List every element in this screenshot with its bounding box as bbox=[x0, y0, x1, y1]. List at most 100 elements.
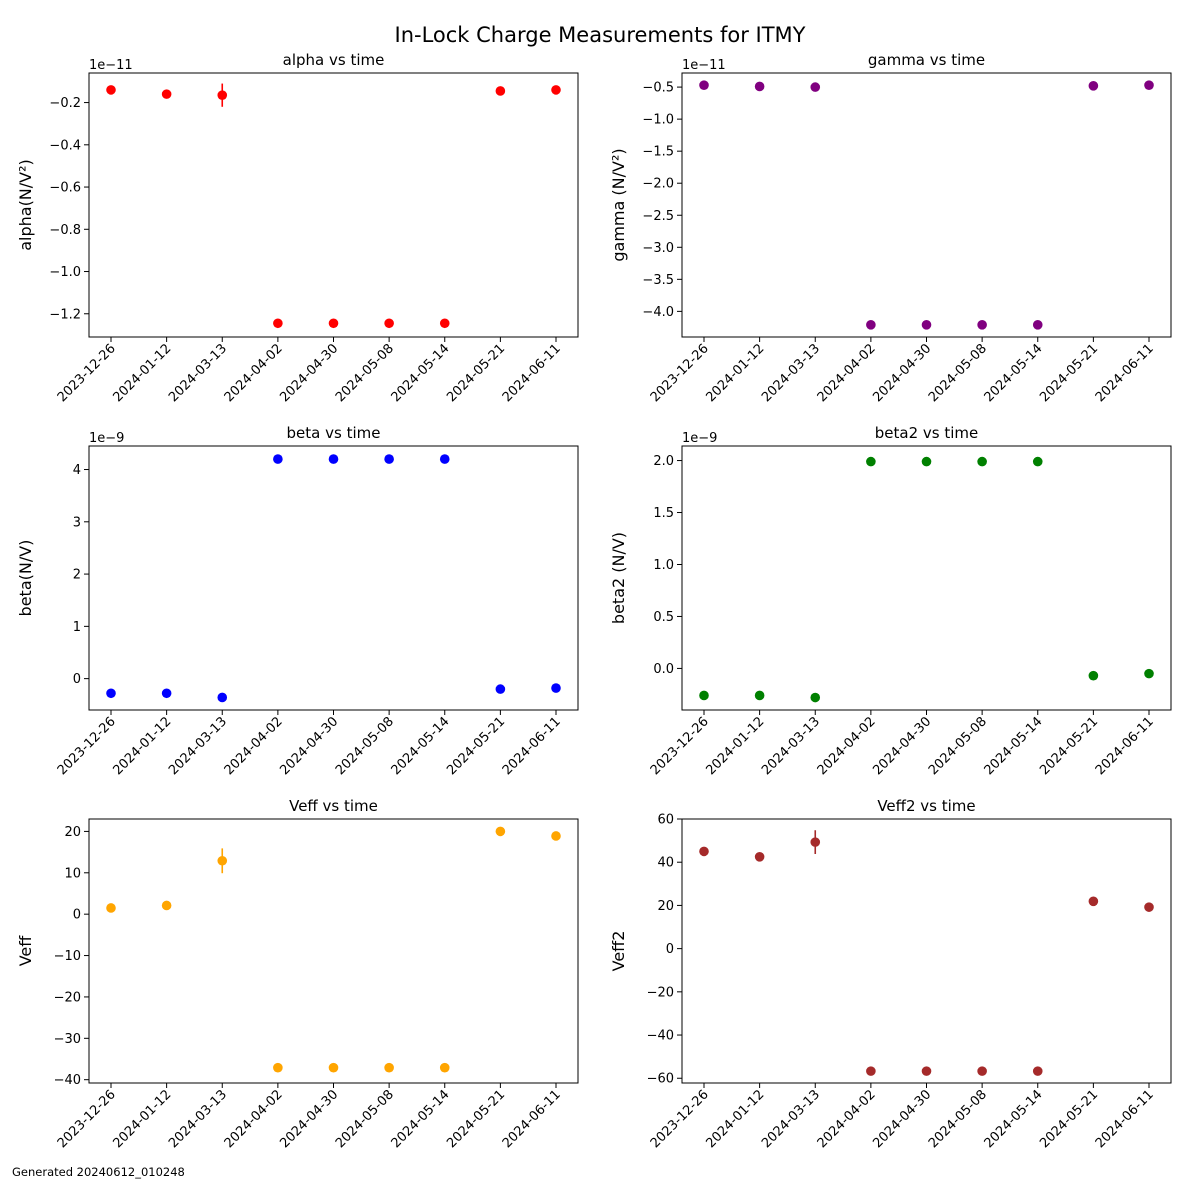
data-point bbox=[810, 837, 821, 847]
y-tick-label: −0.4 bbox=[49, 138, 81, 153]
data-point bbox=[810, 692, 821, 703]
y-axis-label: alpha(N/V²) bbox=[16, 159, 35, 251]
y-axis-label: Veff2 bbox=[609, 931, 628, 972]
data-point bbox=[439, 1062, 450, 1073]
data-point bbox=[217, 692, 228, 703]
data-point bbox=[977, 456, 987, 467]
y-tick-label: −3.5 bbox=[642, 273, 674, 288]
y-tick-label: 0 bbox=[666, 942, 674, 957]
data-point bbox=[328, 318, 339, 329]
data-point bbox=[977, 320, 987, 330]
data-point bbox=[439, 318, 450, 329]
y-tick-label: 1.5 bbox=[653, 506, 674, 521]
y-tick-label: −0.8 bbox=[49, 223, 81, 238]
data-point bbox=[1144, 668, 1154, 679]
y-tick-label: −2.5 bbox=[642, 209, 674, 224]
data-point bbox=[1088, 81, 1099, 91]
y-tick-label: 10 bbox=[64, 866, 81, 881]
y-tick-label: 1 bbox=[73, 620, 81, 635]
y-tick-label: 20 bbox=[657, 899, 674, 914]
y-tick-label: −1.2 bbox=[49, 307, 81, 322]
y-axis-offset-text: 1e−9 bbox=[682, 431, 717, 446]
y-tick-label: 0 bbox=[73, 908, 81, 923]
subplot-title: beta vs time bbox=[287, 424, 381, 442]
y-tick-label: −3.0 bbox=[642, 241, 674, 256]
data-point bbox=[161, 900, 172, 911]
data-point bbox=[106, 903, 116, 913]
data-point bbox=[1088, 670, 1099, 681]
y-tick-label: 0.0 bbox=[653, 662, 674, 677]
y-axis-offset-text: 1e−11 bbox=[682, 58, 726, 73]
data-point bbox=[1144, 80, 1154, 90]
y-axis-label: beta(N/V) bbox=[16, 540, 35, 617]
generated-timestamp: Generated 20240612_010248 bbox=[12, 1165, 185, 1179]
data-point bbox=[384, 454, 394, 464]
data-point bbox=[273, 318, 283, 329]
y-axis-label: beta2 (N/V) bbox=[609, 532, 628, 624]
y-tick-label: −30 bbox=[54, 1032, 81, 1047]
data-point bbox=[551, 85, 561, 95]
y-tick-label: −1.5 bbox=[642, 145, 674, 160]
data-point bbox=[217, 855, 228, 866]
subplot-title: Veff2 vs time bbox=[877, 797, 975, 815]
y-tick-label: −1.0 bbox=[49, 265, 81, 280]
data-point bbox=[551, 683, 561, 693]
data-point bbox=[384, 318, 394, 329]
data-point bbox=[699, 80, 709, 90]
data-point bbox=[328, 454, 339, 464]
data-point bbox=[866, 1066, 876, 1076]
data-point bbox=[754, 81, 765, 92]
data-point bbox=[217, 90, 228, 100]
y-tick-label: 0.5 bbox=[653, 610, 674, 625]
data-point bbox=[161, 688, 172, 699]
data-point bbox=[106, 85, 116, 95]
y-tick-label: −0.5 bbox=[642, 81, 674, 96]
data-point bbox=[495, 684, 506, 694]
y-tick-label: 1.0 bbox=[653, 558, 674, 573]
data-point bbox=[866, 456, 876, 467]
figure-title: In-Lock Charge Measurements for ITMY bbox=[395, 23, 806, 47]
data-point bbox=[754, 690, 765, 701]
data-point bbox=[495, 86, 506, 96]
data-point bbox=[1032, 1066, 1043, 1076]
data-point bbox=[810, 82, 821, 92]
data-point bbox=[866, 320, 876, 330]
data-point bbox=[106, 688, 116, 699]
subplot-title: alpha vs time bbox=[283, 51, 385, 69]
y-tick-label: 3 bbox=[73, 515, 81, 530]
y-tick-label: −60 bbox=[647, 1072, 674, 1087]
data-point bbox=[328, 1062, 339, 1073]
y-tick-label: −40 bbox=[647, 1029, 674, 1044]
y-tick-label: −20 bbox=[647, 985, 674, 1000]
y-tick-label: −0.2 bbox=[49, 96, 81, 111]
data-point bbox=[1088, 896, 1099, 907]
y-tick-label: 2 bbox=[73, 568, 81, 583]
data-point bbox=[977, 1066, 987, 1076]
y-tick-label: −20 bbox=[54, 990, 81, 1005]
subplot-title: gamma vs time bbox=[868, 51, 985, 69]
data-point bbox=[161, 89, 172, 99]
data-point bbox=[551, 831, 561, 841]
data-point bbox=[273, 1062, 283, 1073]
data-point bbox=[921, 320, 932, 330]
subplot-title: Veff vs time bbox=[289, 797, 378, 815]
data-point bbox=[439, 454, 450, 464]
y-tick-label: 2.0 bbox=[653, 454, 674, 469]
y-tick-label: 60 bbox=[657, 813, 674, 828]
y-tick-label: −40 bbox=[54, 1073, 81, 1088]
y-tick-label: −10 bbox=[54, 949, 81, 964]
data-point bbox=[384, 1062, 394, 1073]
data-point bbox=[699, 846, 709, 857]
data-point bbox=[1144, 902, 1154, 912]
data-point bbox=[1032, 456, 1043, 467]
data-point bbox=[495, 826, 506, 837]
y-tick-label: −0.6 bbox=[49, 181, 81, 196]
y-tick-label: 20 bbox=[64, 825, 81, 840]
y-axis-label: gamma (N/V²) bbox=[609, 148, 628, 261]
y-tick-label: 4 bbox=[73, 463, 81, 478]
subplot-title: beta2 vs time bbox=[875, 424, 978, 442]
y-tick-label: −4.0 bbox=[642, 305, 674, 320]
y-tick-label: −1.0 bbox=[642, 113, 674, 128]
